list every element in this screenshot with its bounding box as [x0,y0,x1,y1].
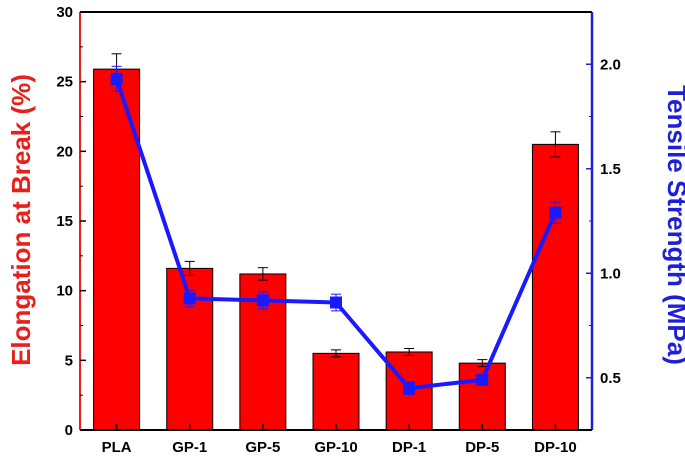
line-point [476,373,489,386]
left-tick-label: 0 [65,422,73,439]
right-axis-title: Tensile Strength (MPa) [662,85,685,365]
x-tick-label: DP-5 [465,439,499,456]
left-tick-label: 25 [56,74,73,91]
left-tick-label: 10 [56,283,73,300]
right-tick-label: 0.5 [600,370,621,387]
x-tick-label: GP-5 [245,439,280,456]
left-tick-label: 30 [56,4,73,21]
bars-layer [93,68,579,431]
x-tick-label: DP-10 [534,439,577,456]
bar [531,143,579,431]
x-tick-label: GP-10 [314,439,357,456]
ticks-layer: 0 5 10 15 20 25 30 0.5 1.0 1.5 2.0 PLA GP-1 GP-5 GP-10… [56,4,621,456]
line-layer [110,65,562,395]
bar [458,362,506,431]
line-point [549,206,562,219]
right-tick-label: 1.0 [600,265,621,282]
line-point [403,382,416,395]
line-point [110,72,123,85]
left-axis-title: Elongation at Break (%) [6,74,36,366]
line-point [330,296,342,309]
left-tick-label: 15 [56,213,73,230]
bar [312,352,360,431]
line-point [256,294,269,307]
right-tick-label: 2.0 [600,56,621,73]
x-tick-label: DP-1 [392,439,426,456]
right-tick-label: 1.5 [600,161,621,178]
left-tick-label: 20 [56,143,73,160]
line-point [183,292,196,305]
x-tick-label: GP-1 [172,439,207,456]
left-tick-label: 5 [65,352,73,369]
x-tick-label: PLA [102,439,132,456]
